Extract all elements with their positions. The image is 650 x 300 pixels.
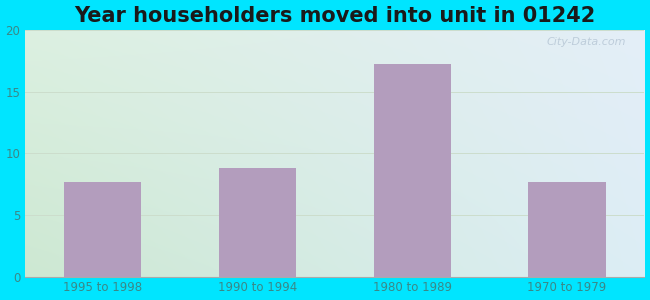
Bar [219,168,296,277]
Bar [374,64,451,277]
Bar [528,182,606,277]
Bar [64,182,142,277]
Title: Year householders moved into unit in 01242: Year householders moved into unit in 012… [74,6,595,26]
Text: City-Data.com: City-Data.com [547,37,626,47]
